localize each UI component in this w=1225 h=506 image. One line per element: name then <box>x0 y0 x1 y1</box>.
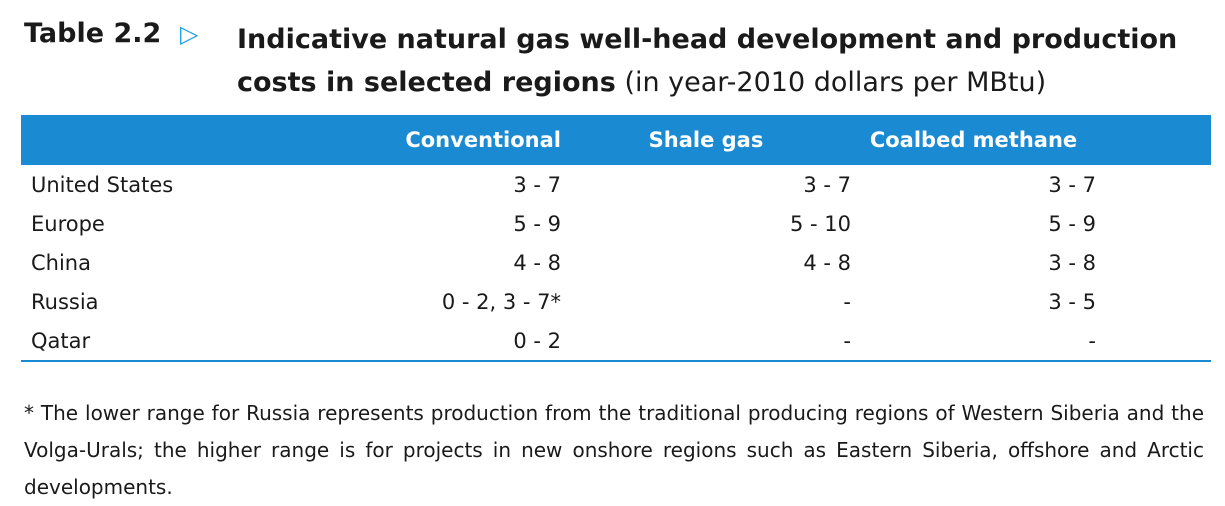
table-title-main: Indicative natural gas well-head develop… <box>237 24 1178 98</box>
cell-shale: 3 - 7 <box>803 172 851 197</box>
cell-region: Qatar <box>21 321 361 362</box>
table-row: Russia 0 - 2, 3 - 7* - 3 - 5 <box>21 282 1211 321</box>
cell-shale: 5 - 10 <box>789 211 851 236</box>
column-header-conventional: Conventional <box>405 128 561 152</box>
cell-region: Europe <box>31 211 105 236</box>
table-footnote: * The lower range for Russia represents … <box>24 401 1204 499</box>
cell-pad <box>1096 165 1211 204</box>
cell-region: United States <box>31 172 174 197</box>
cell-conventional: 0 - 2, 3 - 7* <box>441 289 561 314</box>
table-header: Table 2.2 ▷ Indicative natural gas well-… <box>24 16 1204 106</box>
cell-shale: - <box>843 289 851 314</box>
cell-cbm: 3 - 7 <box>1048 172 1096 197</box>
cell-conventional: 3 - 7 <box>513 172 561 197</box>
column-header-region <box>21 115 361 165</box>
cell-region: Russia <box>31 289 99 314</box>
table-row: Qatar 0 - 2 - - <box>21 321 1211 362</box>
cell-cbm: - <box>851 321 1096 362</box>
table-row: United States 3 - 7 3 - 7 3 - 7 <box>21 165 1211 204</box>
cell-cbm: 5 - 9 <box>1048 211 1096 236</box>
cell-region: China <box>31 250 91 275</box>
table-row: China 4 - 8 4 - 8 3 - 8 <box>21 243 1211 282</box>
cell-conventional: 5 - 9 <box>513 211 561 236</box>
table-header-row: Conventional Shale gas Coalbed methane <box>21 115 1211 165</box>
cell-pad <box>1096 321 1211 362</box>
cell-cbm: 3 - 8 <box>1048 250 1096 275</box>
cell-shale: 4 - 8 <box>803 250 851 275</box>
cell-pad <box>1096 243 1211 282</box>
column-header-cbm: Coalbed methane <box>869 128 1078 152</box>
table-label: Table 2.2 <box>24 18 162 49</box>
column-header-pad <box>1096 115 1211 165</box>
triangle-right-icon: ▷ <box>180 20 199 48</box>
cell-cbm: 3 - 5 <box>1048 289 1096 314</box>
cell-shale: - <box>561 321 851 362</box>
cell-pad <box>1096 282 1211 321</box>
cost-table: Conventional Shale gas Coalbed methane U… <box>21 115 1211 362</box>
cell-pad <box>1096 204 1211 243</box>
column-header-shale: Shale gas <box>648 128 764 152</box>
table-row: Europe 5 - 9 5 - 10 5 - 9 <box>21 204 1211 243</box>
table-title: Indicative natural gas well-head develop… <box>237 18 1197 104</box>
table-title-units: (in year-2010 dollars per MBtu) <box>624 67 1047 98</box>
cell-conventional: 4 - 8 <box>513 250 561 275</box>
cell-conventional: 0 - 2 <box>361 321 561 362</box>
